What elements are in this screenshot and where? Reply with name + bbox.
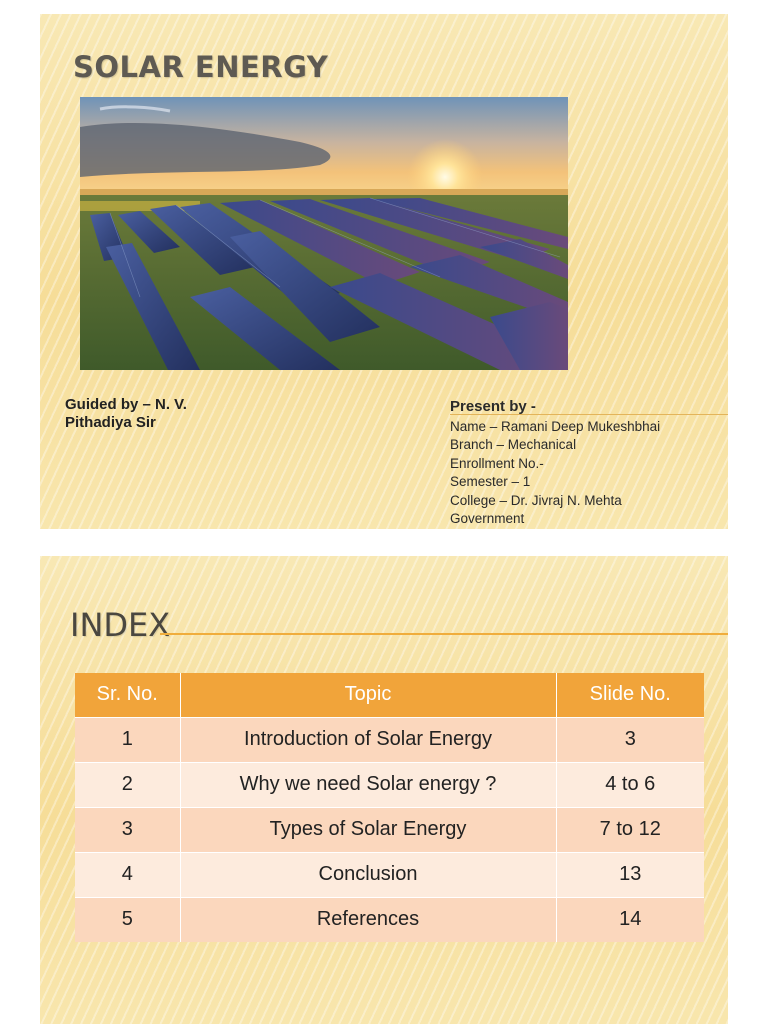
header-sr-no: Sr. No.: [75, 673, 181, 717]
guided-by-line2: Pithadiya Sir: [65, 414, 156, 431]
guided-by: Guided by – N. V. Pithadiya Sir: [65, 396, 255, 432]
presenter-name: Name – Ramani Deep Mukeshbhai: [450, 419, 661, 434]
cell-slide-no: 3: [556, 716, 704, 762]
table-row: 2 Why we need Solar energy ? 4 to 6: [75, 761, 704, 807]
header-slide-no: Slide No.: [556, 673, 704, 717]
presenter-divider: [450, 414, 728, 415]
index-slide: INDEX Sr. No. Topic Slide No. 1 Introduc…: [40, 556, 728, 1024]
presenter-semester: Semester – 1: [450, 474, 531, 490]
cell-slide-no: 7 to 12: [556, 806, 704, 852]
table-row: 5 References 14: [75, 896, 704, 942]
index-title: INDEX: [70, 606, 171, 644]
presenter-branch: Branch – Mechanical: [450, 437, 577, 453]
presented-by: Present by - Name – Ramani Deep Mukeshbh…: [450, 398, 728, 528]
cell-slide-no: 13: [556, 851, 704, 897]
table-row: 3 Types of Solar Energy 7 to 12: [75, 806, 704, 852]
cell-sr-no: 1: [75, 716, 181, 762]
presenter-college: College – Dr. Jivraj N. Mehta: [450, 492, 622, 508]
cell-sr-no: 4: [75, 851, 181, 897]
presenter-enrollment: Enrollment No.-: [450, 455, 544, 471]
presenter-college-cont: Government: [450, 511, 525, 527]
index-title-underline: [160, 633, 728, 635]
cell-topic: References: [180, 896, 557, 942]
header-topic: Topic: [180, 673, 557, 717]
cell-topic: Types of Solar Energy: [180, 806, 557, 852]
index-table: Sr. No. Topic Slide No. 1 Introduction o…: [75, 673, 704, 942]
table-row: 1 Introduction of Solar Energy 3: [75, 716, 704, 762]
cell-slide-no: 14: [556, 896, 704, 942]
table-header-row: Sr. No. Topic Slide No.: [75, 673, 704, 717]
title-slide: SOLAR ENERGY: [40, 14, 728, 529]
table-row: 4 Conclusion 13: [75, 851, 704, 897]
cell-topic: Introduction of Solar Energy: [180, 716, 557, 762]
cell-sr-no: 3: [75, 806, 181, 852]
cell-topic: Why we need Solar energy ?: [180, 761, 557, 807]
cell-slide-no: 4 to 6: [556, 761, 704, 807]
cell-topic: Conclusion: [180, 851, 557, 897]
solar-farm-photo: [80, 97, 568, 370]
guided-by-line1: Guided by – N. V.: [65, 396, 187, 413]
presented-by-heading: Present by -: [450, 398, 536, 415]
slide-title: SOLAR ENERGY: [73, 50, 329, 84]
cell-sr-no: 2: [75, 761, 181, 807]
cell-sr-no: 5: [75, 896, 181, 942]
